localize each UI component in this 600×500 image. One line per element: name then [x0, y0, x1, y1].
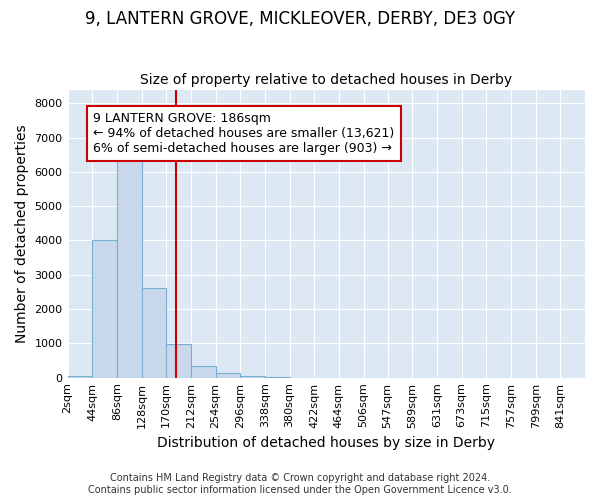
Bar	[68, 376, 92, 378]
Text: 9 LANTERN GROVE: 186sqm
← 94% of detached houses are smaller (13,621)
6% of semi: 9 LANTERN GROVE: 186sqm ← 94% of detache…	[94, 112, 395, 155]
Bar	[191, 366, 215, 378]
Bar	[215, 373, 240, 378]
Bar	[142, 288, 166, 378]
X-axis label: Distribution of detached houses by size in Derby: Distribution of detached houses by size …	[157, 436, 495, 450]
Text: Contains HM Land Registry data © Crown copyright and database right 2024.
Contai: Contains HM Land Registry data © Crown c…	[88, 474, 512, 495]
Bar	[240, 376, 265, 378]
Y-axis label: Number of detached properties: Number of detached properties	[15, 124, 29, 343]
Text: 9, LANTERN GROVE, MICKLEOVER, DERBY, DE3 0GY: 9, LANTERN GROVE, MICKLEOVER, DERBY, DE3…	[85, 10, 515, 28]
Bar	[117, 152, 142, 378]
Bar	[166, 344, 191, 378]
Title: Size of property relative to detached houses in Derby: Size of property relative to detached ho…	[140, 73, 512, 87]
Bar	[92, 240, 117, 378]
